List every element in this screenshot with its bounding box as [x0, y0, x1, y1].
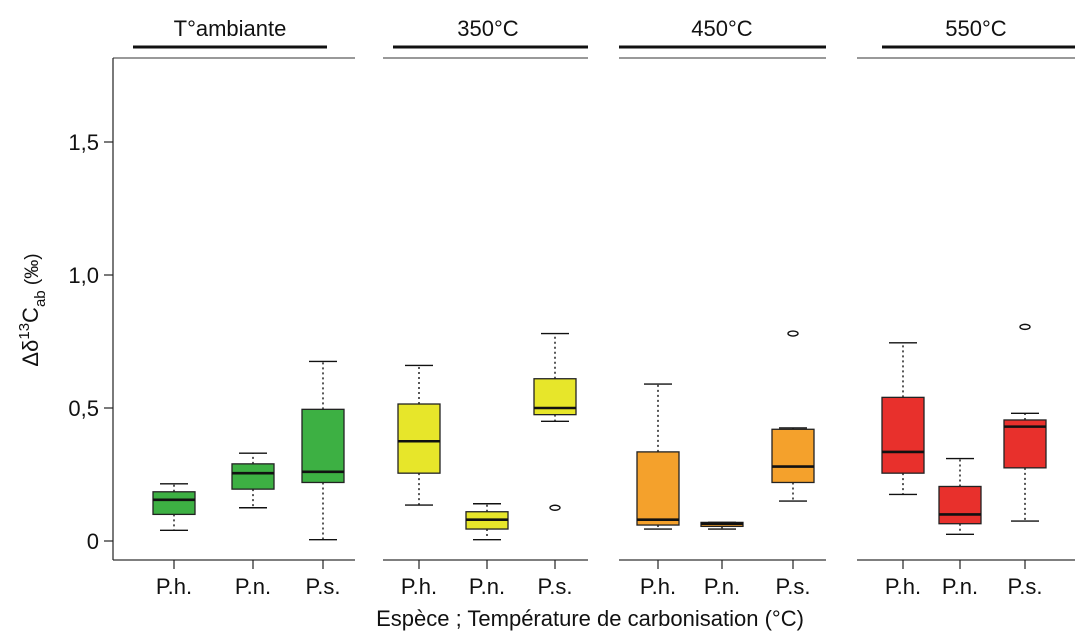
y-axis-title-unit: (‰)	[22, 253, 43, 290]
category-label: P.h.	[156, 574, 192, 599]
y-axis-title: Δδ13Cab (‰)	[16, 253, 49, 366]
group-title: 550°C	[945, 16, 1007, 41]
group-title: T°ambiante	[174, 16, 287, 41]
box-layer	[152, 323, 1047, 541]
y-tick-label: 1,0	[68, 263, 99, 288]
category-label: P.s.	[305, 574, 340, 599]
outlier-point	[549, 504, 561, 511]
box-iqr	[771, 428, 815, 484]
y-axis-title-subscript: ab	[32, 290, 49, 307]
group-title: 350°C	[457, 16, 519, 41]
box-iqr	[231, 463, 275, 490]
category-label: P.n.	[704, 574, 740, 599]
box-iqr	[301, 408, 345, 484]
box-iqr	[636, 451, 680, 526]
box-iqr	[938, 485, 982, 525]
y-axis-title-superscript: 13	[16, 323, 33, 340]
panel-layer: T°ambiante P.h. P.n. P.s. 350°C P.h. P.n. P.s. 4…	[113, 16, 1075, 599]
y-tick-label: 0	[87, 529, 99, 554]
y-tick-label: 1,5	[68, 130, 99, 155]
y-axis-title-main: C	[18, 307, 43, 323]
box-iqr	[881, 396, 925, 474]
y-tick-label: 0,5	[68, 396, 99, 421]
category-label: P.h.	[401, 574, 437, 599]
y-axis-title-prefix: Δδ	[18, 340, 43, 367]
box-iqr	[152, 491, 196, 516]
category-label: P.s.	[537, 574, 572, 599]
group-title: 450°C	[691, 16, 753, 41]
category-label: P.s.	[1007, 574, 1042, 599]
category-label: P.n.	[469, 574, 505, 599]
x-axis-title: Espèce ; Température de carbonisation (°…	[376, 606, 804, 631]
category-label: P.h.	[640, 574, 676, 599]
box-iqr	[397, 403, 441, 474]
outlier-point	[787, 330, 799, 337]
box-iqr	[1003, 419, 1047, 469]
y-axis: 0 0,5 1,0 1,5	[68, 58, 114, 560]
category-label: P.n.	[235, 574, 271, 599]
category-label: P.n.	[942, 574, 978, 599]
category-label: P.h.	[885, 574, 921, 599]
category-label: P.s.	[775, 574, 810, 599]
outlier-point	[1019, 323, 1031, 331]
